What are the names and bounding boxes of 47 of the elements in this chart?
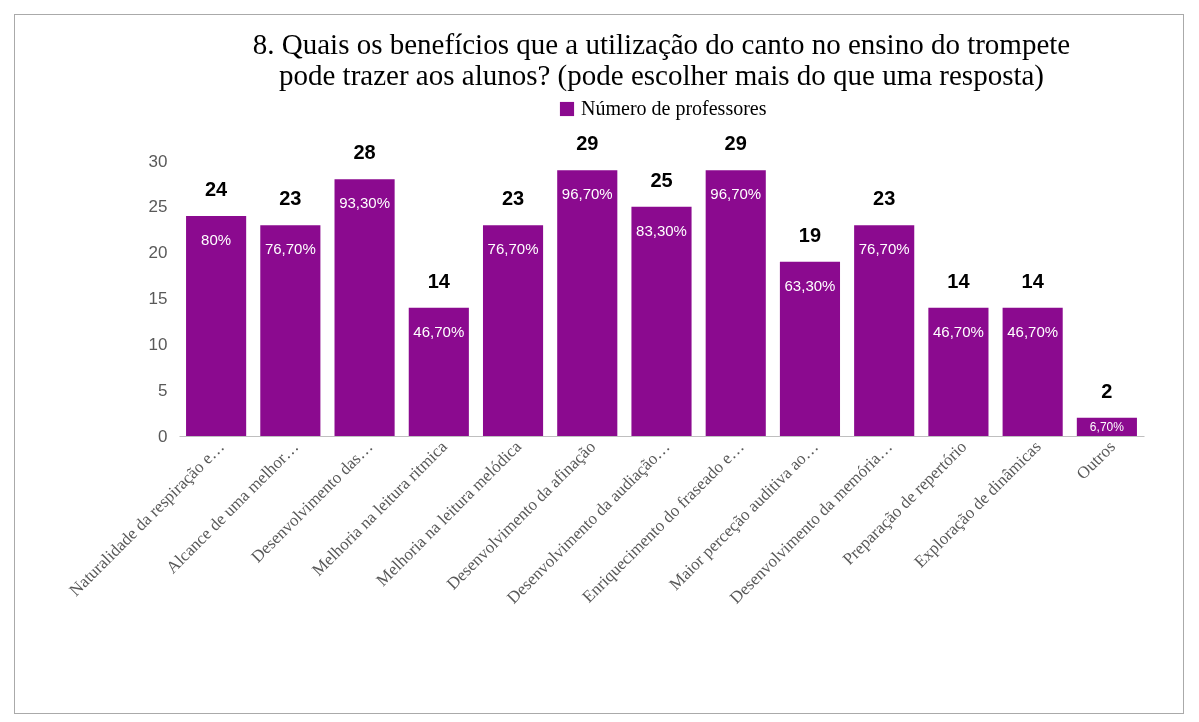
data-label: 14 [427,269,451,292]
bar [260,225,321,436]
data-label: 14 [947,269,971,292]
bar [482,225,544,436]
data-label: 14 [1021,269,1045,292]
data-label: 23 [501,187,525,210]
annotation: 46,70% [932,322,984,340]
annotation: 96,70% [710,185,762,203]
y-tick-label: 15 [148,289,168,308]
annotation: 80% [201,231,232,248]
annotation: 93,30% [339,194,391,212]
annotation: 6,70% [1089,419,1125,434]
data-label: 24 [204,178,229,200]
bar [557,170,618,436]
y-tick-label: 20 [148,243,168,263]
data-label: 25 [650,168,673,191]
annotation: 63,30% [784,276,836,294]
data-label: 19 [798,223,822,246]
data-label: 23 [873,187,896,210]
annotation: 96,70% [561,185,613,203]
bar [928,307,989,436]
bar [408,307,469,436]
y-tick-label: 30 [148,151,168,171]
bar [779,261,841,436]
legend-label: Número de professores [581,97,767,120]
annotation: 76,70% [858,240,910,258]
bar [854,225,915,436]
data-label: 29 [576,132,599,155]
y-tick-label: 25 [148,197,168,217]
data-label: 2 [1101,379,1113,402]
annotation: 46,70% [1007,322,1059,340]
y-tick-label: 0 [158,426,168,446]
bar [1002,307,1063,436]
bar [705,170,766,436]
bar [631,206,692,436]
bar [186,216,247,436]
annotation: 46,70% [413,322,465,340]
chart-title: 8. Quais os benefícios que a utilização do canto no ensino do trompete pode trazer aos alunos? (pode escolher mais do que uma resposta) [252,28,1071,92]
data-label: 29 [724,132,747,155]
y-tick-label: 5 [158,380,168,400]
data-label: 28 [353,141,376,164]
annotation: 76,70% [264,240,316,258]
annotation: 83,30% [636,221,687,239]
data-label: 23 [279,187,302,210]
bar [334,179,395,436]
annotation: 76,70% [487,240,539,258]
y-tick-label: 10 [148,334,168,354]
